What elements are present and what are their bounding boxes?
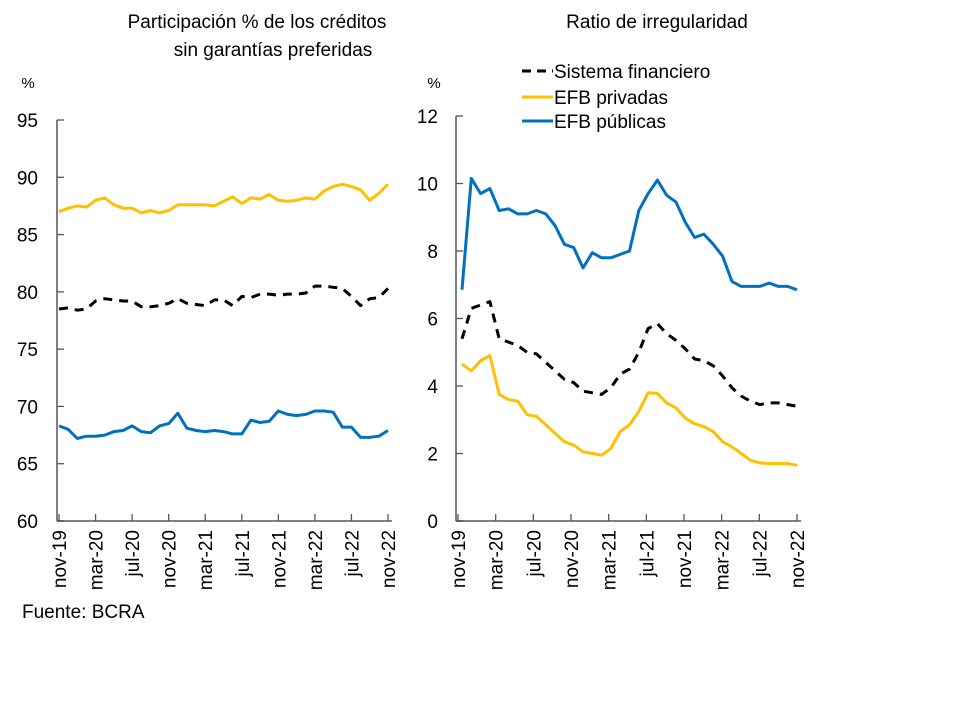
source-note: Fuente: BCRA <box>22 602 145 623</box>
x-tick-label: nov-22 <box>788 530 809 588</box>
y-tick-label: 95 <box>17 111 38 132</box>
y-tick-label: 90 <box>17 168 38 189</box>
legend: Sistema financiero EFB privadas EFB públ… <box>522 62 710 133</box>
x-tick-label: mar-20 <box>487 530 508 590</box>
y-tick-label: 80 <box>17 283 38 304</box>
x-tick-label: mar-21 <box>196 530 217 590</box>
x-tick-label: nov-20 <box>160 530 181 588</box>
y-tick-label: 12 <box>417 107 438 128</box>
y-tick-label: 65 <box>17 455 38 476</box>
left-x-tick-labels: nov-19 mar-20 jul-20 nov-20 mar-21 jul-21 nov-… <box>50 530 400 590</box>
series-line-efb-privadas <box>461 354 798 467</box>
left-y-unit-label: % <box>21 75 34 92</box>
right-x-tick-labels: nov-19 mar-20 jul-20 nov-20 mar-21 jul-21 nov-… <box>449 530 809 590</box>
series-line-efb-p-blicas <box>460 176 798 292</box>
y-tick-label: 85 <box>17 226 38 247</box>
series-line-sistema-financiero <box>58 284 390 312</box>
left-axes <box>56 119 392 522</box>
right-y-unit-label: % <box>427 75 440 92</box>
legend-label-efb-publicas: EFB públicas <box>554 112 666 133</box>
right-chart-title: Ratio de irregularidad <box>566 12 748 33</box>
y-tick-label: 2 <box>427 445 438 466</box>
x-tick-label: mar-21 <box>600 530 621 590</box>
y-tick-label: 6 <box>427 310 438 331</box>
x-tick-label: jul-22 <box>342 530 363 577</box>
x-tick-label: nov-21 <box>269 530 290 588</box>
legend-item-efb-publicas: EFB públicas <box>522 112 666 133</box>
x-tick-label: mar-20 <box>87 530 108 590</box>
right-series-group <box>460 176 798 467</box>
x-tick-label: jul-22 <box>750 530 771 577</box>
y-tick-label: 4 <box>427 377 438 398</box>
right-y-tick-labels: 0 2 4 6 8 10 12 <box>417 107 439 533</box>
legend-label-sistema-financiero: Sistema financiero <box>554 62 710 83</box>
x-tick-label: nov-21 <box>675 530 696 588</box>
x-tick-label: nov-19 <box>449 530 470 588</box>
x-tick-label: mar-22 <box>713 530 734 590</box>
legend-label-efb-privadas: EFB privadas <box>554 88 668 109</box>
series-line-efb-p-blicas <box>58 409 389 440</box>
x-tick-label: jul-21 <box>233 530 254 577</box>
left-chart-participacion: Participación % de los créditos sin gara… <box>17 12 400 590</box>
right-axes <box>455 115 801 522</box>
legend-item-sistema-financiero: Sistema financiero <box>522 62 710 83</box>
x-tick-label: mar-22 <box>306 530 327 590</box>
left-series-group <box>58 182 390 440</box>
y-tick-label: 0 <box>427 512 438 533</box>
x-tick-label: jul-21 <box>637 530 658 577</box>
legend-item-efb-privadas: EFB privadas <box>522 88 668 109</box>
x-tick-label: nov-19 <box>50 530 71 588</box>
y-tick-label: 10 <box>417 175 438 196</box>
left-y-tick-labels: 60 65 70 75 80 85 90 95 <box>17 111 38 533</box>
left-chart-title-line-2: sin garantías preferidas <box>174 40 373 61</box>
left-chart-title-line-1: Participación % de los créditos <box>128 12 387 33</box>
x-tick-label: nov-22 <box>379 530 400 588</box>
y-tick-label: 70 <box>17 397 38 418</box>
x-tick-label: jul-20 <box>524 530 545 577</box>
x-tick-label: nov-20 <box>562 530 583 588</box>
y-tick-label: 8 <box>427 242 438 263</box>
series-line-sistema-financiero <box>460 300 798 408</box>
y-tick-label: 60 <box>17 512 38 533</box>
right-chart-irregularidad: Ratio de irregularidad % 0 2 4 6 8 10 12 nov-1… <box>417 12 809 590</box>
y-tick-label: 75 <box>17 340 38 361</box>
series-line-efb-privadas <box>58 182 390 215</box>
x-tick-label: jul-20 <box>123 530 144 577</box>
